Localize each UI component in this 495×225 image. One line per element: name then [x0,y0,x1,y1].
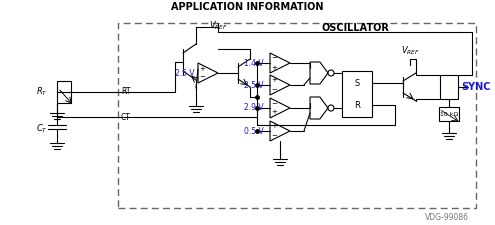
Text: APPLICATION INFORMATION: APPLICATION INFORMATION [171,2,323,12]
Text: +: + [272,77,277,83]
Text: −: − [272,133,277,139]
Text: 2.9 V: 2.9 V [244,104,264,112]
Bar [440,75,458,99]
Text: −: − [272,101,277,106]
Polygon shape [270,98,290,118]
Text: 10 kΩ: 10 kΩ [440,112,458,117]
Bar [439,107,459,121]
Circle shape [328,105,334,111]
Text: +: + [272,65,277,70]
Text: +: + [272,110,277,115]
Polygon shape [270,121,290,141]
Text: −: − [199,74,205,80]
Text: $R_T$: $R_T$ [36,86,48,98]
Text: VDG-99086: VDG-99086 [425,212,469,221]
Text: SYNC: SYNC [461,82,491,92]
Polygon shape [310,97,328,119]
Text: 0.5 V: 0.5 V [244,126,264,135]
Polygon shape [270,75,290,95]
Text: 2.5 V: 2.5 V [175,68,195,77]
Text: R: R [354,101,360,110]
Text: −: − [272,56,277,61]
Text: $V_{REF}$: $V_{REF}$ [208,19,228,32]
Text: 1.4 V: 1.4 V [244,58,264,68]
Text: RT: RT [121,88,131,97]
Circle shape [328,70,334,76]
Text: OSCILLATOR: OSCILLATOR [321,23,389,33]
Text: $V_{REF}$: $V_{REF}$ [400,45,419,57]
Bar [342,71,372,117]
Text: +: + [272,124,277,130]
Text: +: + [199,66,205,72]
Text: $C_T$: $C_T$ [36,123,48,135]
Text: −: − [272,86,277,92]
Text: CT: CT [121,112,131,122]
Polygon shape [198,63,218,83]
Bar [118,23,476,208]
Text: S: S [354,79,360,88]
Text: 2.5 V: 2.5 V [244,81,264,90]
Bar [57,81,71,103]
Polygon shape [270,53,290,73]
Polygon shape [310,62,328,84]
